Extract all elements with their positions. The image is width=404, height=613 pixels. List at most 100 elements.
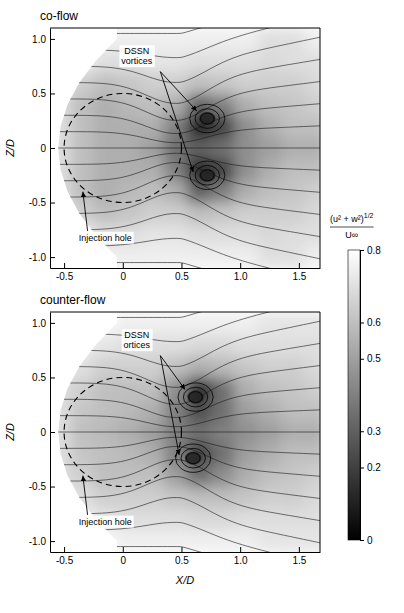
tick: 1.0 — [32, 318, 55, 329]
annotation-arrow — [160, 72, 193, 172]
streamline — [50, 341, 320, 387]
cell — [234, 443, 258, 465]
cell — [70, 115, 94, 137]
cell — [93, 28, 117, 50]
cell — [70, 530, 94, 552]
cell — [164, 334, 188, 356]
tick-label: -0.5 — [56, 271, 74, 282]
cell — [50, 312, 71, 334]
tick-label: 1.0 — [32, 34, 46, 45]
cell — [50, 443, 71, 465]
cell — [211, 50, 235, 72]
tick: 1.0 — [234, 547, 248, 566]
panel-title: co-flow — [40, 9, 78, 23]
tick-mark — [299, 547, 300, 552]
vortex-ring — [181, 448, 205, 468]
tick: -1.0 — [29, 536, 55, 547]
tick-label: 0 — [121, 271, 127, 282]
vortex-ring — [201, 170, 215, 181]
cell — [70, 377, 94, 399]
cell — [187, 181, 211, 203]
cell — [117, 72, 141, 94]
cell — [164, 312, 188, 334]
cell — [187, 72, 211, 94]
cell — [258, 115, 282, 137]
injection-hole — [64, 93, 181, 202]
tick: 0 — [121, 263, 127, 282]
tick: -1.0 — [29, 252, 55, 263]
colorbar-label: (u² + w²)1/2 — [330, 212, 374, 224]
cell — [117, 530, 141, 552]
vortex-ring — [201, 113, 215, 124]
cell — [93, 530, 117, 552]
panel: -0.500.51.01.5-1.0-0.500.51.0counter-flo… — [4, 273, 332, 590]
tick: 1.5 — [292, 547, 306, 566]
cell — [164, 356, 188, 378]
cell — [70, 181, 94, 203]
streamline — [50, 432, 320, 433]
plot-area — [50, 312, 320, 552]
cell — [117, 246, 141, 268]
cell — [211, 508, 235, 530]
annotations: DSSNorticesInjection hole — [77, 329, 185, 528]
cell — [93, 159, 117, 181]
vortex-core — [185, 452, 201, 465]
cell — [164, 72, 188, 94]
streamline — [50, 263, 320, 268]
cell — [281, 93, 305, 115]
cell — [211, 443, 235, 465]
tick-mark — [64, 263, 65, 268]
cell — [234, 224, 258, 246]
cell — [140, 181, 164, 203]
cell — [234, 115, 258, 137]
cell — [50, 28, 71, 50]
cell — [258, 50, 282, 72]
cell — [234, 356, 258, 378]
cell — [258, 93, 282, 115]
axis-title: Z/D — [4, 423, 16, 442]
axis-line — [51, 268, 321, 269]
cell — [140, 224, 164, 246]
cell — [50, 50, 71, 72]
cell — [281, 312, 305, 334]
cell — [258, 246, 282, 268]
tick-mark — [360, 540, 364, 541]
cell — [164, 93, 188, 115]
streamline — [50, 312, 320, 317]
cell — [211, 356, 235, 378]
cell — [164, 28, 188, 50]
cell — [70, 28, 94, 50]
tick: -0.5 — [56, 263, 74, 282]
chart-root: -0.500.51.01.5-1.0-0.500.51.0co-flowZ/DD… — [0, 0, 404, 613]
cell — [305, 334, 320, 356]
panel: -0.500.51.01.5-1.0-0.500.51.0co-flowZ/DD… — [4, 0, 332, 307]
cell — [70, 487, 94, 509]
tick-mark — [123, 263, 124, 268]
colorbar-label: U∞ — [345, 230, 358, 240]
frame — [320, 312, 321, 552]
cell — [50, 356, 71, 378]
cell — [140, 115, 164, 137]
tick: 1.5 — [292, 263, 306, 282]
cell — [70, 50, 94, 72]
cell — [50, 115, 71, 137]
cell — [281, 50, 305, 72]
vortex-ring — [190, 161, 225, 189]
tick: 0.2 — [360, 462, 381, 473]
cell — [234, 465, 258, 487]
tick-label: -1.0 — [29, 536, 47, 547]
cell — [258, 181, 282, 203]
vortex-ring — [186, 453, 200, 464]
axis-title: X/D — [175, 574, 194, 586]
cell — [258, 508, 282, 530]
tick-label: 0 — [40, 143, 46, 154]
vortex-ring — [189, 392, 203, 403]
colorbar: 00.20.30.50.60.8(u² + w²)1/2U∞ — [330, 212, 381, 546]
cell — [211, 399, 235, 421]
axis: -0.500.51.01.5 — [51, 263, 321, 282]
cell — [305, 28, 320, 50]
vortex-core — [199, 169, 215, 182]
tick-mark — [240, 547, 241, 552]
frame — [50, 312, 320, 313]
tick: 0.3 — [360, 426, 381, 437]
